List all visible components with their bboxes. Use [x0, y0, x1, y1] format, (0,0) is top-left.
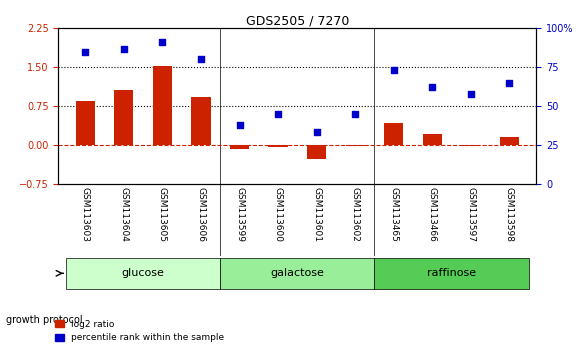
Text: glucose: glucose [122, 268, 164, 278]
Text: growth protocol: growth protocol [6, 315, 82, 325]
Text: GSM113465: GSM113465 [389, 187, 398, 242]
Text: GSM113605: GSM113605 [158, 187, 167, 242]
Point [389, 67, 398, 73]
Bar [461, 145, 480, 146]
Point [312, 130, 321, 135]
Bar [346, 145, 365, 146]
Bar [153, 66, 172, 145]
Bar [384, 123, 403, 145]
FancyBboxPatch shape [374, 258, 529, 289]
Bar [76, 101, 95, 145]
Text: GSM113597: GSM113597 [466, 187, 475, 242]
Bar [268, 145, 287, 147]
Point [273, 111, 283, 116]
Bar [423, 135, 442, 145]
Text: GSM113599: GSM113599 [235, 187, 244, 242]
Point [466, 91, 476, 96]
Text: galactose: galactose [271, 268, 324, 278]
Text: GSM113603: GSM113603 [81, 187, 90, 242]
Text: GSM113600: GSM113600 [273, 187, 283, 242]
Point [235, 122, 244, 127]
Text: raffinose: raffinose [427, 268, 476, 278]
Point [427, 85, 437, 90]
Point [350, 111, 360, 116]
Bar [500, 137, 519, 145]
Point [196, 57, 206, 62]
Point [119, 46, 128, 51]
Text: GSM113466: GSM113466 [428, 187, 437, 242]
Title: GDS2505 / 7270: GDS2505 / 7270 [245, 14, 349, 27]
Bar [230, 145, 249, 149]
FancyBboxPatch shape [220, 258, 374, 289]
Text: GSM113601: GSM113601 [312, 187, 321, 242]
Point [505, 80, 514, 85]
FancyBboxPatch shape [66, 258, 220, 289]
Text: GSM113604: GSM113604 [120, 187, 128, 242]
Bar [307, 145, 326, 159]
Point [80, 49, 90, 55]
Bar [114, 90, 134, 145]
Bar [191, 97, 210, 145]
Text: GSM113602: GSM113602 [350, 187, 360, 242]
Text: GSM113598: GSM113598 [505, 187, 514, 242]
Legend: log2 ratio, percentile rank within the sample: log2 ratio, percentile rank within the s… [51, 316, 228, 346]
Point [158, 39, 167, 45]
Text: GSM113606: GSM113606 [196, 187, 205, 242]
